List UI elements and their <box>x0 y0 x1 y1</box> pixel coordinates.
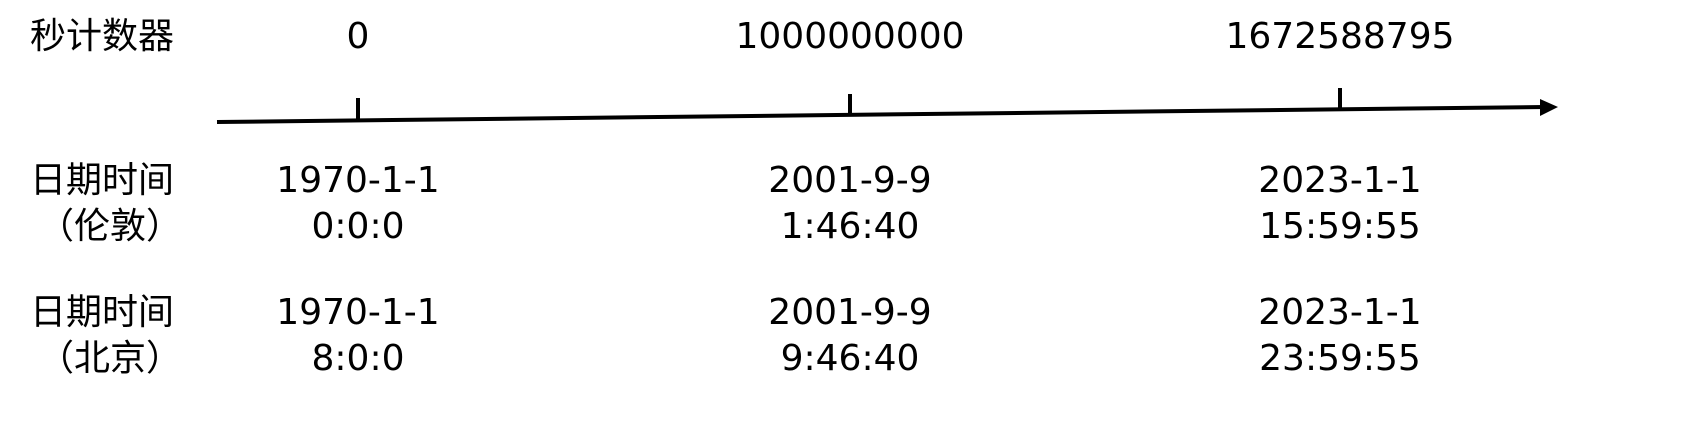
beijing-time-2: 23:59:55 <box>1259 338 1421 379</box>
london-cell-0: 1970-1-1 0:0:0 <box>276 158 439 250</box>
london-row-label: 日期时间 （伦敦） <box>30 158 182 250</box>
london-date-0: 1970-1-1 <box>276 160 440 201</box>
beijing-date-2: 2023-1-1 <box>1258 292 1422 333</box>
beijing-row-label: 日期时间 （北京） <box>30 290 182 382</box>
london-label-line2: （伦敦） <box>38 206 183 247</box>
london-time-2: 15:59:55 <box>1259 206 1421 247</box>
beijing-cell-2: 2023-1-1 23:59:55 <box>1258 290 1421 382</box>
london-time-1: 1:46:40 <box>780 206 920 247</box>
beijing-time-1: 9:46:40 <box>780 338 920 379</box>
beijing-cell-1: 2001-9-9 9:46:40 <box>768 290 931 382</box>
beijing-date-0: 1970-1-1 <box>276 292 440 333</box>
axis-line <box>216 105 1546 124</box>
london-label-line1: 日期时间 <box>30 160 175 201</box>
london-time-0: 0:0:0 <box>311 206 405 247</box>
london-cell-2: 2023-1-1 15:59:55 <box>1258 158 1421 250</box>
beijing-time-0: 8:0:0 <box>311 338 405 379</box>
beijing-cell-0: 1970-1-1 8:0:0 <box>276 290 439 382</box>
seconds-value-1: 1000000000 <box>735 16 965 57</box>
london-date-1: 2001-9-9 <box>768 160 932 201</box>
london-date-2: 2023-1-1 <box>1258 160 1422 201</box>
axis-arrowhead <box>1540 99 1558 116</box>
seconds-row-label: 秒计数器 <box>30 16 175 57</box>
beijing-label-line1: 日期时间 <box>30 292 175 333</box>
beijing-label-line2: （北京） <box>38 338 183 379</box>
london-cell-1: 2001-9-9 1:46:40 <box>768 158 931 250</box>
seconds-value-2: 1672588795 <box>1225 16 1455 57</box>
beijing-date-1: 2001-9-9 <box>768 292 932 333</box>
seconds-value-0: 0 <box>346 16 370 57</box>
